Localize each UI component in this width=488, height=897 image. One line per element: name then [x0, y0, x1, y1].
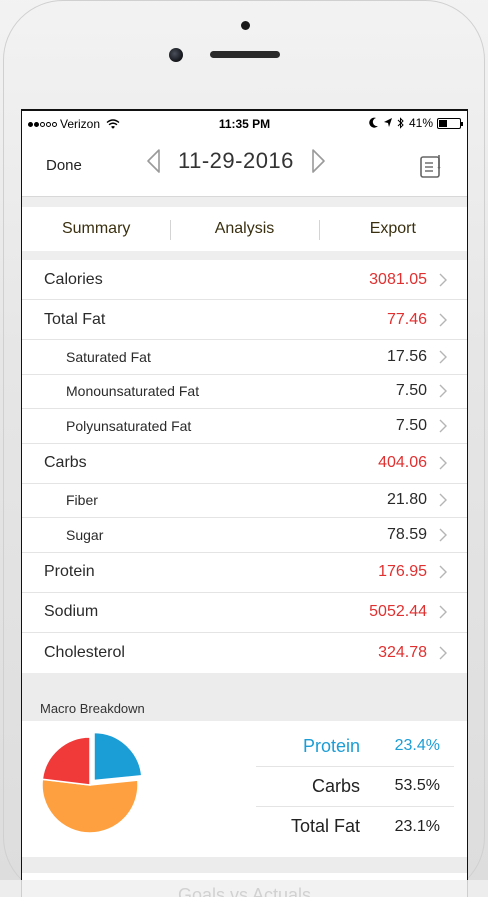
pie-slice-total-fat [41, 735, 91, 786]
chevron-right-icon [439, 605, 447, 619]
nutrient-row-sugar[interactable]: Sugar 78.59 [22, 518, 467, 553]
status-time: 11:35 PM [218, 117, 271, 131]
wifi-icon [106, 119, 120, 129]
signal-strength-icon [28, 121, 57, 127]
macro-table: Protein 23.4% Carbs 53.5% Total Fat 23.1… [256, 727, 454, 847]
chevron-right-icon [439, 528, 447, 542]
nutrient-name: Calories [44, 270, 103, 288]
app-screen: Verizon 11:35 PM 41% Done [21, 109, 468, 897]
previous-day-icon[interactable] [144, 147, 164, 175]
front-camera [169, 48, 183, 62]
nav-bar: Done 11-29-2016 [22, 137, 467, 197]
chevron-right-icon [439, 419, 447, 433]
date-navigator: 11-29-2016 [144, 147, 328, 175]
chevron-right-icon [439, 493, 447, 507]
location-arrow-icon [383, 118, 392, 127]
date-label: 11-29-2016 [178, 148, 294, 173]
done-button[interactable]: Done [46, 157, 82, 174]
nutrient-value: 3081.05 [369, 270, 427, 288]
nutrient-name: Sodium [44, 603, 99, 620]
nutrient-row-polyunsaturated-fat[interactable]: Polyunsaturated Fat 7.50 [22, 409, 467, 444]
nutrient-value: 5052.44 [369, 603, 427, 620]
nutrient-row-calories[interactable]: Calories 3081.05 [22, 260, 467, 300]
macro-row-carbs[interactable]: Carbs 53.5% [256, 767, 454, 807]
pie-slice-protein [93, 731, 143, 781]
nutrient-value: 404.06 [378, 454, 427, 471]
chevron-right-icon [439, 350, 447, 364]
battery-percent: 41% [408, 116, 433, 130]
macro-breakdown-header: Macro Breakdown [22, 672, 467, 721]
macro-row-total-fat[interactable]: Total Fat 23.1% [256, 807, 454, 847]
nutrient-row-protein[interactable]: Protein 176.95 [22, 552, 467, 593]
macro-percent: 53.5% [394, 777, 440, 794]
nutrient-value: 176.95 [378, 563, 427, 580]
chevron-right-icon [439, 456, 447, 470]
status-indicators: 41% [369, 116, 463, 130]
chevron-right-icon [439, 313, 447, 326]
spacer [22, 197, 467, 207]
tab-analysis[interactable]: Analysis [170, 220, 318, 240]
nutrient-row-fiber[interactable]: Fiber 21.80 [22, 483, 467, 518]
macro-row-protein[interactable]: Protein 23.4% [256, 727, 454, 767]
nutrient-value: 21.80 [386, 491, 427, 509]
battery-fill [439, 119, 448, 127]
nutrient-value: 17.56 [386, 347, 427, 365]
macro-name: Carbs [311, 775, 360, 796]
bottom-fade [0, 880, 488, 897]
nutrient-value: 324.78 [378, 643, 427, 661]
tab-summary[interactable]: Summary [61, 220, 131, 237]
battery-icon [437, 117, 463, 129]
macro-pie-chart [41, 731, 143, 834]
proximity-sensor [241, 21, 250, 30]
macro-breakdown-panel: Protein 23.4% Carbs 53.5% Total Fat 23.1… [22, 720, 467, 857]
nutrient-row-cholesterol[interactable]: Cholesterol 324.78 [22, 632, 467, 673]
spacer [22, 251, 467, 260]
next-day-icon[interactable] [308, 147, 328, 175]
nutrient-row-sodium[interactable]: Sodium 5052.44 [22, 592, 467, 633]
nutrient-value: 77.46 [386, 310, 427, 328]
tab-bar: Summary Analysis Export [22, 207, 467, 251]
do-not-disturb-icon [369, 117, 378, 128]
nutrient-value: 7.50 [395, 416, 427, 434]
nutrient-name: Monounsaturated Fat [66, 383, 200, 400]
nutrient-name: Cholesterol [44, 643, 125, 661]
nutrient-name: Saturated Fat [66, 348, 151, 365]
macro-name: Protein [302, 735, 360, 756]
nutrient-value: 7.50 [395, 382, 427, 400]
section-title: Macro Breakdown [40, 700, 145, 716]
nutrient-name: Polyunsaturated Fat [66, 417, 192, 434]
nutrient-value: 78.59 [386, 525, 427, 543]
carrier-group: Verizon [28, 117, 120, 131]
nutrient-list: Calories 3081.05 Total Fat 77.46 Saturat… [22, 260, 467, 673]
notes-icon[interactable] [419, 153, 443, 179]
macro-name: Total Fat [290, 816, 360, 836]
spacer [22, 856, 467, 873]
macro-percent: 23.4% [394, 737, 440, 754]
nutrient-name: Fiber [66, 492, 98, 509]
nutrient-row-carbs[interactable]: Carbs 404.06 [22, 443, 467, 484]
bluetooth-icon [397, 117, 404, 129]
nutrient-name: Carbs [44, 454, 87, 471]
nutrient-name: Protein [44, 563, 95, 580]
nutrient-name: Total Fat [44, 310, 106, 328]
nutrient-row-monounsaturated-fat[interactable]: Monounsaturated Fat 7.50 [22, 374, 467, 409]
earpiece-speaker [210, 51, 280, 58]
status-bar: Verizon 11:35 PM 41% [22, 111, 467, 137]
nutrient-row-total-fat[interactable]: Total Fat 77.46 [22, 300, 467, 340]
nutrient-row-saturated-fat[interactable]: Saturated Fat 17.56 [22, 340, 467, 375]
pie-slice-carbs [41, 777, 139, 834]
carrier-label: Verizon [60, 117, 101, 131]
chevron-right-icon [439, 384, 447, 398]
tab-export[interactable]: Export [318, 220, 467, 240]
chevron-right-icon [439, 273, 447, 286]
chevron-right-icon [439, 646, 447, 659]
chevron-right-icon [439, 565, 447, 579]
nutrient-name: Sugar [66, 526, 104, 543]
macro-percent: 23.1% [394, 817, 440, 835]
